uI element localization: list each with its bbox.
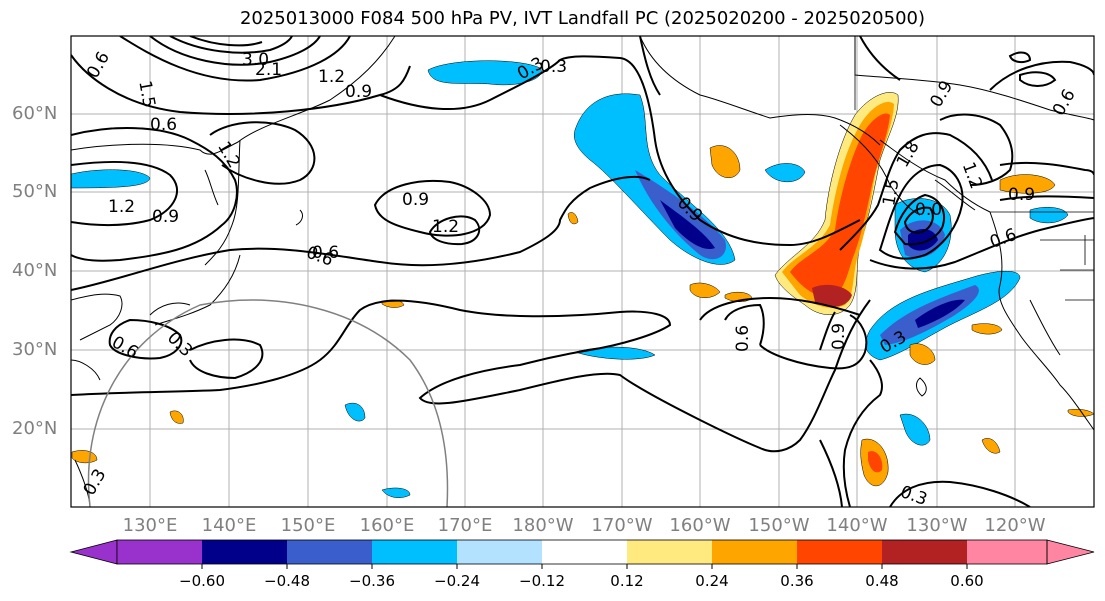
lon-label: 140°E: [201, 515, 257, 536]
lon-label: 130°W: [906, 515, 968, 536]
contour-label: 1.2: [432, 217, 459, 237]
lon-label: 140°W: [826, 515, 888, 536]
lon-label: 180°W: [512, 515, 574, 536]
contour-label: 0.9: [1008, 185, 1035, 205]
colorbar-max-extension: [1046, 539, 1095, 565]
colorbar-tick-label: 0.24: [695, 572, 729, 590]
colorbar-bin: [287, 540, 372, 564]
colorbar-tick-label: −0.12: [519, 572, 565, 590]
lon-label: 150°E: [280, 515, 336, 536]
lon-label: 170°E: [437, 515, 493, 536]
lat-label: 40°N: [12, 260, 58, 281]
contour-label: 0.0: [915, 200, 942, 220]
colorbar-bin: [372, 540, 457, 564]
lat-label: 50°N: [12, 181, 58, 202]
colorbar-bin: [457, 540, 542, 564]
lon-label: 170°W: [591, 515, 653, 536]
contour-label: 1.2: [318, 67, 345, 87]
contour-label: 3.0: [242, 50, 269, 70]
negative-anomaly-shading: [71, 60, 1069, 498]
colorbar-tick-label: −0.60: [179, 572, 225, 590]
lon-label: 160°W: [669, 515, 731, 536]
colorbar-bin: [627, 540, 712, 564]
lat-label: 20°N: [12, 418, 58, 439]
colorbar-tick-label: 0.36: [780, 572, 814, 590]
positive-anomaly-shading: [71, 92, 1094, 487]
colorbar-tick-label: −0.48: [264, 572, 310, 590]
colorbar-tick-label: 0.12: [610, 572, 644, 590]
colorbar-bin: [882, 540, 967, 564]
contour-label: 0.6: [312, 243, 339, 263]
colorbar: [69, 539, 1095, 569]
pv-contours: [71, 36, 1094, 507]
colorbar-bin: [542, 540, 627, 564]
contour-label: 0.9: [402, 190, 429, 210]
colorbar-min-extension: [69, 539, 118, 565]
contour-label: 0.9: [829, 323, 849, 350]
distance-ring: [87, 299, 449, 507]
colorbar-bin: [797, 540, 882, 564]
contour-label: 2.1: [255, 60, 282, 80]
contour-label: 0.6: [150, 115, 177, 135]
coastlines: [71, 36, 1094, 506]
contour-label: 0.6: [733, 325, 753, 352]
colorbar-bin: [967, 540, 1047, 564]
colorbar-tick-label: 0.48: [865, 572, 899, 590]
lon-label: 120°W: [984, 515, 1046, 536]
lon-label: 160°E: [359, 515, 415, 536]
lat-label: 30°N: [12, 339, 58, 360]
map-frame: [70, 35, 1095, 508]
contour-label: 0.3: [540, 57, 567, 77]
map-content: 0.6 1.5 3.0 2.1 1.2 0.9 0.3 0.6 1.2 0.9 …: [71, 36, 1094, 507]
map-title: 2025013000 F084 500 hPa PV, IVT Landfall…: [239, 8, 926, 29]
colorbar-bin: [202, 540, 287, 564]
contour-label: 1.5: [879, 177, 903, 207]
contour-label: 0.9: [345, 82, 372, 102]
lon-label: 130°E: [122, 515, 178, 536]
lat-label: 60°N: [12, 103, 58, 124]
country-borders: [854, 36, 1094, 301]
lon-label: 150°W: [748, 515, 810, 536]
contour-label: 0.9: [152, 207, 179, 227]
colorbar-tick-label: 0.60: [950, 572, 984, 590]
colorbar-tick-label: −0.24: [434, 572, 480, 590]
colorbar-bin: [712, 540, 797, 564]
contour-label: 1.2: [108, 197, 135, 217]
colorbar-bin: [117, 540, 202, 564]
colorbar-tick-label: −0.36: [349, 572, 395, 590]
contour-label: 1.5: [134, 79, 158, 109]
